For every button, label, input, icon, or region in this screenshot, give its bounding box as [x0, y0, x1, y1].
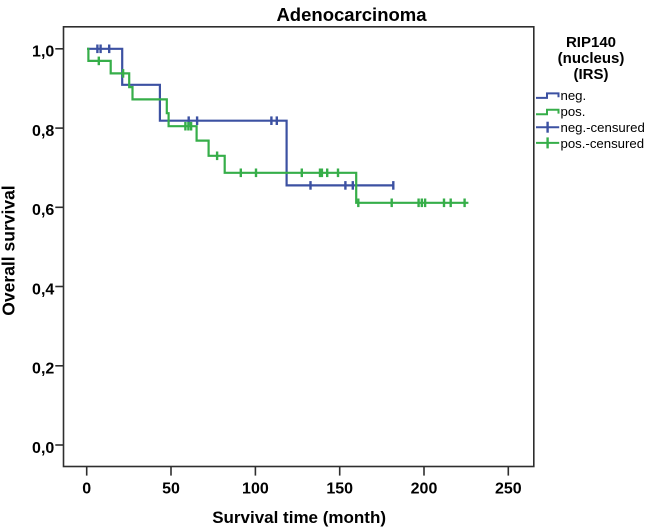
svg-text:150: 150 [326, 480, 353, 497]
svg-text:0: 0 [82, 480, 91, 497]
svg-text:(nucleus): (nucleus) [558, 50, 625, 67]
svg-text:(IRS): (IRS) [574, 66, 609, 83]
svg-text:0,2: 0,2 [32, 361, 54, 378]
svg-text:pos.-censured: pos.-censured [561, 136, 645, 151]
svg-text:neg.: neg. [561, 88, 587, 103]
svg-text:neg.-censured: neg.-censured [561, 120, 645, 135]
svg-text:200: 200 [411, 480, 438, 497]
svg-text:Adenocarcinoma: Adenocarcinoma [276, 4, 427, 25]
svg-text:0,4: 0,4 [32, 281, 54, 298]
svg-text:250: 250 [495, 480, 522, 497]
svg-text:100: 100 [242, 480, 269, 497]
svg-text:0,8: 0,8 [32, 123, 54, 140]
svg-text:0,6: 0,6 [32, 202, 54, 219]
svg-text:pos.: pos. [561, 104, 586, 119]
svg-text:RIP140: RIP140 [566, 34, 616, 51]
svg-text:50: 50 [162, 480, 180, 497]
svg-text:0,0: 0,0 [32, 440, 54, 457]
svg-text:1,0: 1,0 [32, 44, 54, 61]
svg-text:Survival time (month): Survival time (month) [212, 508, 386, 527]
svg-text:Overall survival: Overall survival [0, 185, 19, 315]
